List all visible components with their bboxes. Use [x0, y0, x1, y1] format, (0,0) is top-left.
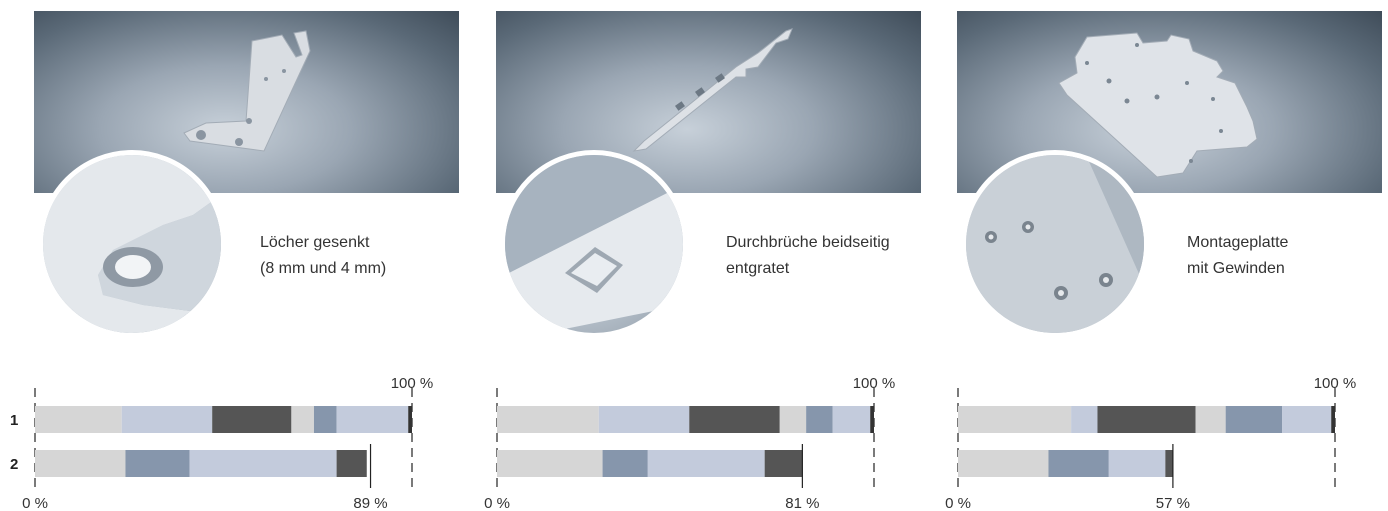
caption-line-1: Montageplatte: [1187, 234, 1289, 251]
bar-segment: [1282, 406, 1332, 433]
bar-segment: [870, 406, 874, 433]
mounting-plate-icon: [1058, 32, 1258, 178]
bar-segment: [313, 406, 337, 433]
caption: Löcher gesenkt (8 mm und 4 mm): [260, 230, 386, 282]
bar-segment: [779, 406, 807, 433]
bar-segment: [689, 406, 780, 433]
axis-start-label: 0 %: [22, 495, 48, 511]
bar-segment: [1048, 450, 1109, 477]
bar-segment: [958, 450, 1049, 477]
caption-line-2: entgratet: [726, 260, 790, 277]
bar-segment: [958, 406, 1072, 433]
panel-deburred-cutouts: Durchbrüche beidseitig entgratet 0 % 100 …: [484, 0, 936, 511]
row-label: 1: [10, 412, 18, 429]
panel-mounting-plate: Montageplatte mit Gewinden 0 % 100 % 57 %: [945, 0, 1388, 511]
bar-segment: [212, 406, 292, 433]
bar-segment: [806, 406, 833, 433]
bar-segment: [764, 450, 803, 477]
bar-segment: [647, 450, 765, 477]
bar-segment: [497, 450, 603, 477]
bar-segment: [336, 450, 367, 477]
bar-chart: 1 2 0 % 100 % 89 %: [10, 360, 474, 511]
bar-chart: 0 % 100 % 57 %: [945, 360, 1388, 511]
bar-segment: [1071, 406, 1098, 433]
bar-segment: [189, 450, 337, 477]
detail-zoom: [961, 150, 1149, 338]
bar-segment: [832, 406, 871, 433]
bar-segment: [1331, 406, 1335, 433]
bar-chart: 0 % 100 % 81 %: [484, 360, 936, 511]
axis-start-label: 0 %: [484, 495, 510, 511]
caption: Montageplatte mit Gewinden: [1187, 230, 1288, 282]
caption-line-1: Löcher gesenkt: [260, 234, 370, 251]
detail-zoom: [38, 150, 226, 338]
row-label: 2: [10, 456, 18, 473]
bar-segment: [1165, 450, 1173, 477]
threaded-holes-icon: [966, 155, 1144, 333]
bar-segment: [1225, 406, 1283, 433]
row2-total-label: 57 %: [1156, 495, 1190, 511]
caption-line-2: (8 mm und 4 mm): [260, 260, 387, 277]
detail-zoom: [500, 150, 688, 338]
sheet-metal-bracket-icon: [183, 30, 311, 152]
row1-total-label: 100 %: [391, 375, 434, 392]
bar-segment: [291, 406, 314, 433]
bar-segment: [35, 450, 126, 477]
bar-segment: [1097, 406, 1196, 433]
bar-segment: [336, 406, 409, 433]
bar-segment: [497, 406, 599, 433]
countersunk-hole-icon: [43, 155, 221, 333]
bar-segment: [1108, 450, 1166, 477]
caption-line-2: mit Gewinden: [1187, 260, 1285, 277]
row2-total-label: 89 %: [353, 495, 387, 511]
caption-line-1: Durchbrüche beidseitig: [726, 234, 890, 251]
deburred-cutout-icon: [505, 155, 683, 333]
caption: Durchbrüche beidseitig entgratet: [726, 230, 890, 282]
bar-segment: [35, 406, 122, 433]
bar-segment: [598, 406, 690, 433]
bar-segment: [602, 450, 648, 477]
bar-segment: [1195, 406, 1226, 433]
bar-segment: [125, 450, 190, 477]
bar-segment: [121, 406, 213, 433]
row1-total-label: 100 %: [853, 375, 896, 392]
sheet-metal-strip-icon: [632, 28, 793, 152]
axis-start-label: 0 %: [945, 495, 971, 511]
panel-countersunk-holes: Löcher gesenkt (8 mm und 4 mm) 1 2 0 % 100 …: [10, 0, 474, 511]
part-photo: [957, 11, 1382, 193]
row1-total-label: 100 %: [1314, 375, 1357, 392]
row2-total-label: 81 %: [785, 495, 819, 511]
bar-segment: [408, 406, 412, 433]
